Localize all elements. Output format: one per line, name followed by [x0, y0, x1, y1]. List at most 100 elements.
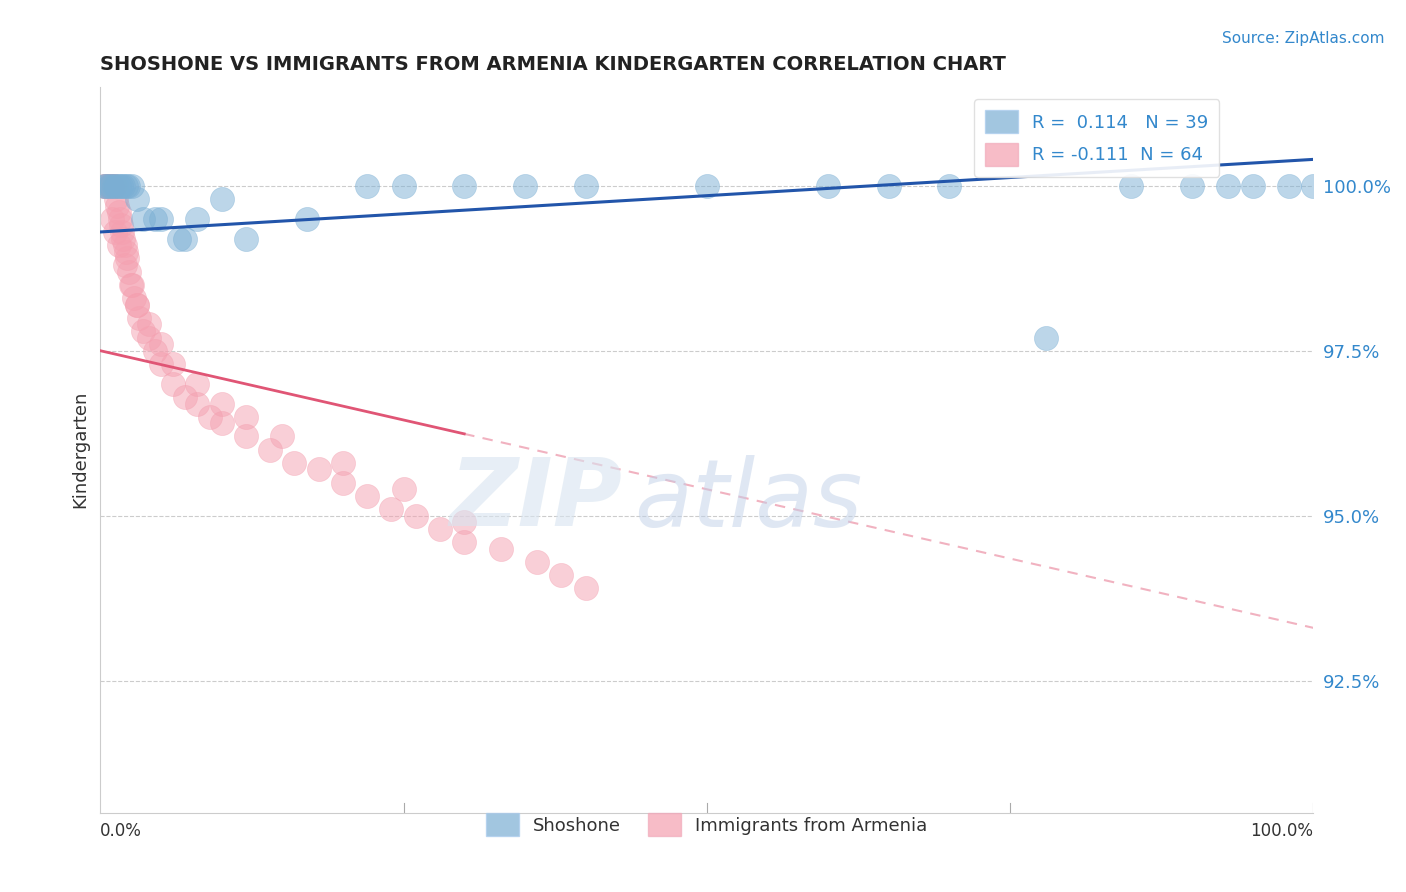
Point [211, 192, 233, 206]
Point [1218, 178, 1240, 193]
Point [93, 178, 115, 193]
Point [112, 231, 135, 245]
Point [489, 541, 512, 556]
Point [696, 178, 718, 193]
Point [143, 343, 166, 358]
Point [453, 515, 475, 529]
Point [96, 178, 118, 193]
Point [259, 442, 281, 457]
Point [110, 219, 132, 233]
Text: 0.0%: 0.0% [100, 822, 142, 840]
Point [526, 555, 548, 569]
Point [332, 475, 354, 490]
Point [114, 258, 136, 272]
Point [817, 178, 839, 193]
Point [105, 198, 128, 212]
Point [97, 178, 120, 193]
Point [513, 178, 536, 193]
Point [107, 178, 129, 193]
Point [429, 522, 451, 536]
Point [198, 409, 221, 424]
Point [574, 581, 596, 595]
Point [1035, 330, 1057, 344]
Point [143, 211, 166, 226]
Point [107, 205, 129, 219]
Point [117, 178, 139, 193]
Point [94, 178, 117, 193]
Text: SHOSHONE VS IMMIGRANTS FROM ARMENIA KINDERGARTEN CORRELATION CHART: SHOSHONE VS IMMIGRANTS FROM ARMENIA KIND… [100, 55, 1007, 74]
Point [97, 178, 120, 193]
Point [574, 178, 596, 193]
Point [121, 178, 143, 193]
Point [235, 429, 257, 443]
Point [118, 264, 141, 278]
Point [114, 244, 136, 259]
Point [132, 211, 155, 226]
Point [97, 178, 120, 193]
Point [877, 178, 900, 193]
Point [167, 231, 190, 245]
Text: 100.0%: 100.0% [1250, 822, 1313, 840]
Point [162, 357, 184, 371]
Point [103, 178, 125, 193]
Point [392, 483, 415, 497]
Point [295, 211, 318, 226]
Text: ZIP: ZIP [449, 455, 621, 547]
Point [356, 489, 378, 503]
Point [108, 211, 131, 226]
Text: Source: ZipAtlas.com: Source: ZipAtlas.com [1222, 31, 1385, 46]
Point [125, 297, 148, 311]
Point [271, 429, 294, 443]
Point [101, 178, 124, 193]
Point [115, 252, 138, 266]
Point [104, 225, 127, 239]
Point [1278, 178, 1301, 193]
Point [150, 337, 173, 351]
Point [100, 178, 122, 193]
Point [132, 324, 155, 338]
Point [1121, 178, 1143, 193]
Point [186, 396, 208, 410]
Point [114, 178, 136, 193]
Point [550, 568, 572, 582]
Y-axis label: Kindergarten: Kindergarten [72, 391, 89, 508]
Point [453, 535, 475, 549]
Point [174, 231, 197, 245]
Point [125, 297, 148, 311]
Point [380, 502, 402, 516]
Point [107, 238, 129, 252]
Point [1302, 178, 1324, 193]
Point [125, 192, 148, 206]
Point [103, 178, 125, 193]
Point [96, 178, 118, 193]
Point [211, 396, 233, 410]
Point [453, 178, 475, 193]
Point [392, 178, 415, 193]
Point [138, 318, 160, 332]
Point [162, 376, 184, 391]
Point [186, 376, 208, 391]
Point [283, 456, 305, 470]
Point [105, 178, 128, 193]
Point [121, 277, 143, 292]
Point [112, 178, 135, 193]
Point [93, 178, 115, 193]
Point [150, 211, 173, 226]
Point [308, 462, 330, 476]
Point [114, 238, 136, 252]
Legend: Shoshone, Immigrants from Armenia: Shoshone, Immigrants from Armenia [479, 805, 935, 844]
Point [235, 409, 257, 424]
Point [104, 178, 127, 193]
Point [110, 178, 132, 193]
Point [150, 357, 173, 371]
Point [128, 310, 150, 325]
Point [356, 178, 378, 193]
Point [235, 231, 257, 245]
Point [174, 390, 197, 404]
Text: atlas: atlas [634, 455, 862, 546]
Point [405, 508, 427, 523]
Point [138, 330, 160, 344]
Point [1241, 178, 1264, 193]
Point [332, 456, 354, 470]
Point [186, 211, 208, 226]
